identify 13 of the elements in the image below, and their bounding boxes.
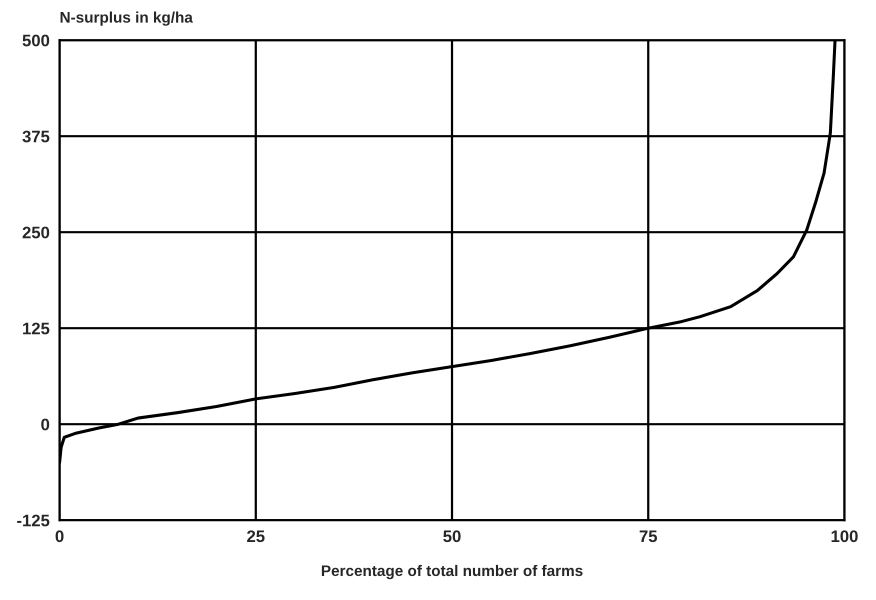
x-tick-label: 75 (640, 530, 658, 542)
y-tick-label: 500 (22, 34, 50, 46)
y-tick-label: 0 (41, 418, 50, 430)
y-tick-label: 250 (22, 226, 50, 238)
x-axis-title: Percentage of total number of farms (322, 564, 583, 580)
y-axis-title: N-surplus in kg/ha (60, 11, 193, 26)
x-tick-label: 50 (443, 530, 461, 542)
y-tick-label: -125 (17, 514, 50, 526)
x-tick-label: 0 (56, 530, 64, 542)
x-tick-label: 25 (247, 530, 265, 542)
x-tick-label: 100 (832, 530, 858, 542)
y-tick-label: 375 (22, 130, 50, 142)
y-tick-label: 125 (23, 322, 50, 334)
